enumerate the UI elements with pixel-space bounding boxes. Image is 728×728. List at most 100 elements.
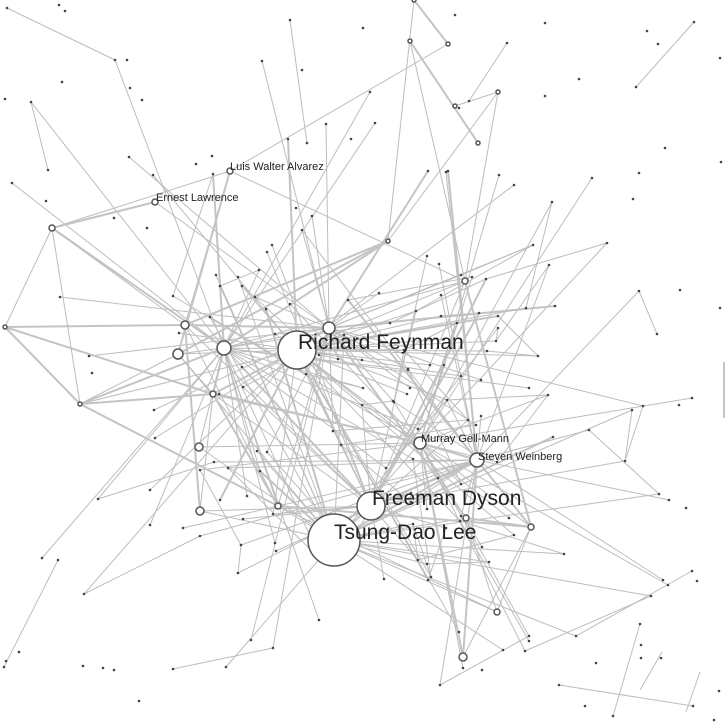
edge: [347, 276, 473, 301]
small-node: [496, 326, 500, 330]
node-layer[interactable]: [2, 0, 535, 662]
node[interactable]: [274, 502, 282, 510]
edge: [296, 310, 417, 351]
node[interactable]: [209, 390, 217, 398]
edge: [419, 174, 500, 444]
node[interactable]: [495, 89, 501, 95]
edge: [199, 505, 372, 512]
small-node: [377, 291, 381, 295]
edge: [464, 280, 532, 528]
small-node: [547, 263, 551, 267]
small-node: [241, 385, 245, 389]
edge: [311, 215, 330, 329]
node[interactable]: [180, 320, 190, 330]
small-node: [649, 594, 653, 598]
node[interactable]: [195, 506, 205, 516]
small-node: [474, 423, 478, 427]
small-node: [605, 241, 609, 245]
node[interactable]: [411, 0, 417, 3]
node[interactable]: [462, 514, 470, 522]
edge: [199, 459, 478, 537]
node-murray-gell-mann[interactable]: [413, 436, 427, 450]
node[interactable]: [77, 401, 83, 407]
small-node: [712, 718, 716, 722]
edge: [465, 517, 532, 528]
small-node: [479, 378, 483, 382]
edge: [328, 327, 467, 519]
edge: [209, 316, 335, 541]
edge: [403, 322, 458, 351]
node[interactable]: [172, 348, 184, 360]
small-node: [453, 13, 457, 17]
small-node: [336, 357, 340, 361]
node[interactable]: [475, 140, 481, 146]
small-node: [406, 367, 410, 371]
node[interactable]: [407, 38, 413, 44]
edge: [389, 278, 487, 324]
node-hub-a[interactable]: [216, 340, 232, 356]
edge: [182, 459, 478, 529]
node[interactable]: [385, 238, 391, 244]
edge: [219, 285, 335, 541]
edge: [229, 170, 466, 282]
small-node: [402, 348, 406, 352]
small-node: [631, 197, 635, 201]
small-node: [657, 492, 661, 496]
node[interactable]: [452, 103, 458, 109]
node[interactable]: [527, 523, 535, 531]
node-luis-walter-alvarez[interactable]: [226, 167, 234, 175]
small-node: [494, 339, 498, 343]
node[interactable]: [48, 224, 56, 232]
node-tsung-dao-lee[interactable]: [307, 513, 361, 567]
small-node: [445, 398, 449, 402]
node-freeman-dyson[interactable]: [356, 491, 386, 521]
edge: [370, 460, 626, 507]
edge: [419, 442, 428, 510]
small-node: [477, 311, 481, 315]
node-ernest-lawrence[interactable]: [151, 198, 159, 206]
node-feynman-neighbor[interactable]: [322, 321, 336, 335]
small-node: [638, 622, 642, 626]
edge: [439, 635, 530, 686]
label-ernest-lawrence: Ernest Lawrence: [156, 192, 239, 204]
small-node: [171, 667, 175, 671]
node[interactable]: [2, 324, 8, 330]
edge: [496, 526, 532, 613]
edge: [227, 459, 478, 469]
node-richard-feynman[interactable]: [277, 330, 317, 370]
edge: [213, 459, 478, 463]
node[interactable]: [194, 442, 204, 452]
small-node: [349, 137, 353, 141]
small-node: [611, 714, 615, 718]
edge: [417, 322, 458, 430]
node[interactable]: [458, 652, 468, 662]
edge: [272, 501, 412, 515]
small-node: [300, 68, 304, 72]
small-node: [224, 665, 228, 669]
edge: [440, 312, 480, 317]
node[interactable]: [461, 277, 469, 285]
small-node: [286, 137, 290, 141]
edge: [212, 393, 421, 444]
small-node: [577, 77, 581, 81]
edge: [476, 429, 590, 461]
edge: [419, 442, 462, 485]
small-node: [218, 498, 222, 502]
small-node: [240, 284, 244, 288]
small-node: [17, 650, 21, 654]
edge: [412, 523, 419, 561]
edge: [333, 539, 652, 597]
node[interactable]: [493, 608, 501, 616]
edge: [51, 227, 186, 326]
small-node: [44, 199, 48, 203]
node-steven-weinberg[interactable]: [469, 452, 485, 468]
edge: [254, 296, 330, 329]
small-node: [495, 460, 499, 464]
small-node: [425, 507, 429, 511]
edge: [333, 539, 565, 555]
small-node: [257, 268, 261, 272]
small-node: [594, 661, 598, 665]
node[interactable]: [445, 41, 451, 47]
small-node: [56, 558, 60, 562]
